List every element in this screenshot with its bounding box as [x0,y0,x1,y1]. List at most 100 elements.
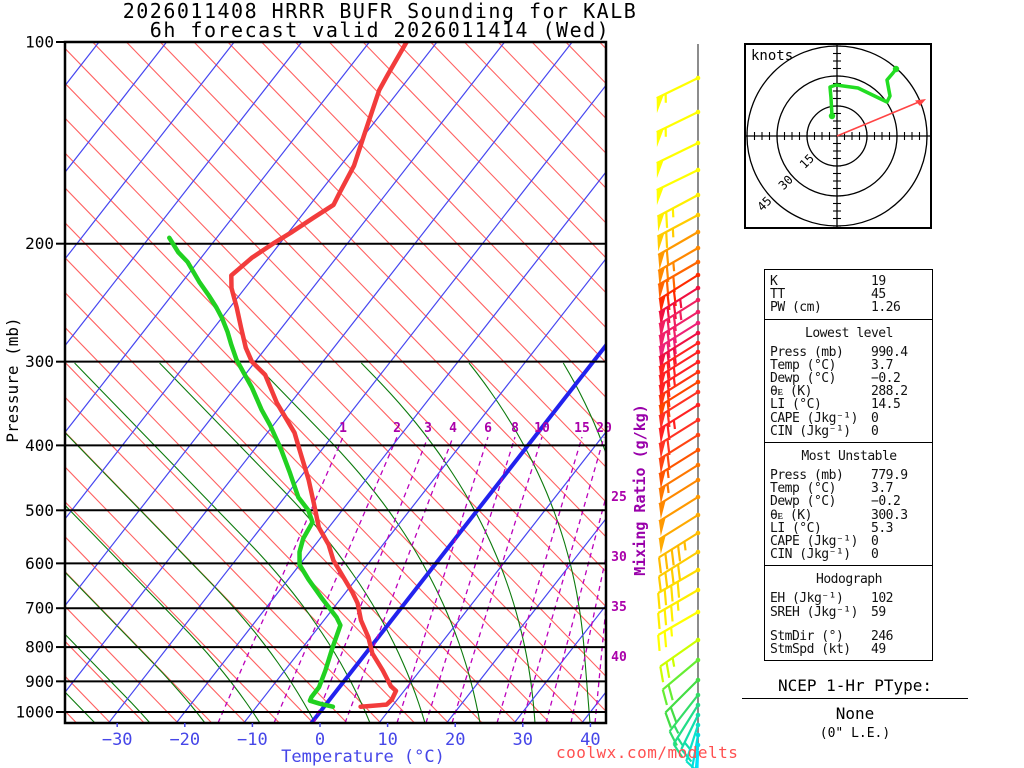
stats-row: Press (mb) 990.4 [770,345,928,358]
stats-section: Lowest level Press (mb) 990.4 Temp (°C) 3.7 D… [765,318,932,442]
stats-row: TT 45 [770,288,928,301]
stats-row: θᴇ (K) 288.2 [770,385,928,398]
isotherm-line [446,517,606,723]
hodograph-frame [744,43,932,229]
stats-row: LI (°C) 14.5 [770,398,928,411]
mixing-ratio-value-label: 25 [611,490,627,505]
stats-label: Press (mb) [770,468,844,484]
isotherm-line [65,42,168,174]
wind-barb [657,587,701,630]
mixing-ratio-line [545,496,606,723]
stats-value: 3.7 [871,357,893,373]
moist-adiabat-line [468,362,591,723]
mixing-ratio-value-label: 1 [339,421,347,436]
moist-adiabat-line [562,362,606,455]
stats-row: Dewp (°C) −0.2 [770,372,928,385]
pressure-tick-label: 800 [25,638,54,657]
isotherm-line [378,431,606,723]
wind-barb [658,447,701,490]
mixing-ratio-value-label: 40 [611,650,627,665]
stats-row: K 19 [770,275,928,288]
stats-row: LI (°C) 5.3 [770,522,928,535]
stats-section: K 19 TT 45 PW (cm) 1.26 [765,270,932,319]
temp-tick-label: 20 [445,730,465,750]
dry-adiabat-line [227,42,606,434]
stats-row: Press (mb) 779.9 [770,469,928,482]
pressure-tick-label: 400 [25,436,54,455]
hodograph-ring-label: 30 [776,173,796,193]
stats-value: 3.7 [871,481,893,497]
isotherm-line [65,42,370,434]
skewt-background [65,42,700,723]
wind-barb [656,167,701,206]
dewpoint-trace [167,235,343,709]
dry-adiabat-line [65,152,606,713]
wind-barb [658,402,701,445]
wind-barb [658,379,701,422]
stats-panel: K 19 TT 45 PW (cm) 1.26 Lowest level Press (mb)… [764,269,933,662]
stats-value: 0 [871,547,879,563]
dry-adiabat-line [261,42,606,399]
isotherm-line [65,42,506,607]
wind-barb [656,192,701,232]
temp-tick-label: −30 [102,730,133,750]
wind-barb [657,245,701,286]
dry-adiabat-line [65,326,449,723]
stats-value: 5.3 [871,520,893,536]
wind-barb [672,702,701,759]
dry-adiabat-line [65,117,606,678]
hodograph-units-label: knots [751,48,793,64]
stats-row: EH (Jkg⁻¹) 102 [770,592,928,605]
isotherm-line [65,42,303,347]
pressure-tick-label: 1000 [15,703,54,722]
wind-barb [659,637,701,683]
dry-adiabat-line [328,42,606,329]
dry-adiabat-line [65,82,606,643]
dry-adiabat-line [65,361,415,723]
wind-barb [658,369,701,412]
temp-tick-label: −20 [169,730,200,750]
moist-adiabat-line [65,504,261,723]
dry-adiabat-line [65,466,314,723]
temperature-trace [229,42,409,709]
wind-barb [658,340,701,383]
stats-label: PW (cm) [770,300,822,316]
stats-label: CAPE (Jkg⁻¹) [770,410,858,426]
dry-adiabat-line [65,535,246,723]
wind-barb [658,512,701,555]
stats-label: EH (Jkg⁻¹) [770,591,844,607]
chart-title-line2: 6h forecast valid 2026011414 (Wed) [149,18,611,42]
mixing-ratio-value-label: 35 [611,600,627,615]
stats-row: CAPE (Jkg⁻¹) 0 [770,535,928,548]
dry-adiabat-line [126,42,606,538]
mixing-ratio-line [570,556,606,723]
dry-adiabat-line [295,42,606,364]
temp-tick-label: 0 [315,730,325,750]
pressure-tick-label: 700 [25,599,54,618]
mixing-ratio-value-label: 30 [611,550,627,565]
wind-barb [658,477,701,520]
wind-barb [664,677,701,728]
pressure-tick-label: 900 [25,672,54,691]
plot-frame [63,40,608,725]
dry-adiabat-line [65,47,606,608]
mixing-ratio-line [594,606,606,723]
freezing-isotherm-line [309,342,606,723]
mixing-ratio-value-label: 8 [511,421,519,436]
stats-label: CIN (Jkg⁻¹) [770,547,851,563]
stats-row: θᴇ (K) 300.3 [770,508,928,521]
mixing-ratio-value-label: 4 [449,421,457,436]
stats-row: CAPE (Jkg⁻¹) 0 [770,410,928,426]
moist-adiabat-line [646,363,700,723]
ptype-value: None [835,704,875,723]
stats-section: Hodograph EH (Jkg⁻¹) 102 SREH (Jkg⁻¹) 59 StmD… [765,565,932,660]
mixing-ratio-line [217,436,344,723]
temp-axis-label: Temperature (°C) [281,747,445,767]
stats-section-header: Most Unstable [801,449,897,465]
dry-adiabat-line [65,500,280,723]
stats-row: Dewp (°C) −0.2 [770,495,928,508]
dry-adiabat-line [362,42,606,294]
wind-barb [695,750,701,768]
